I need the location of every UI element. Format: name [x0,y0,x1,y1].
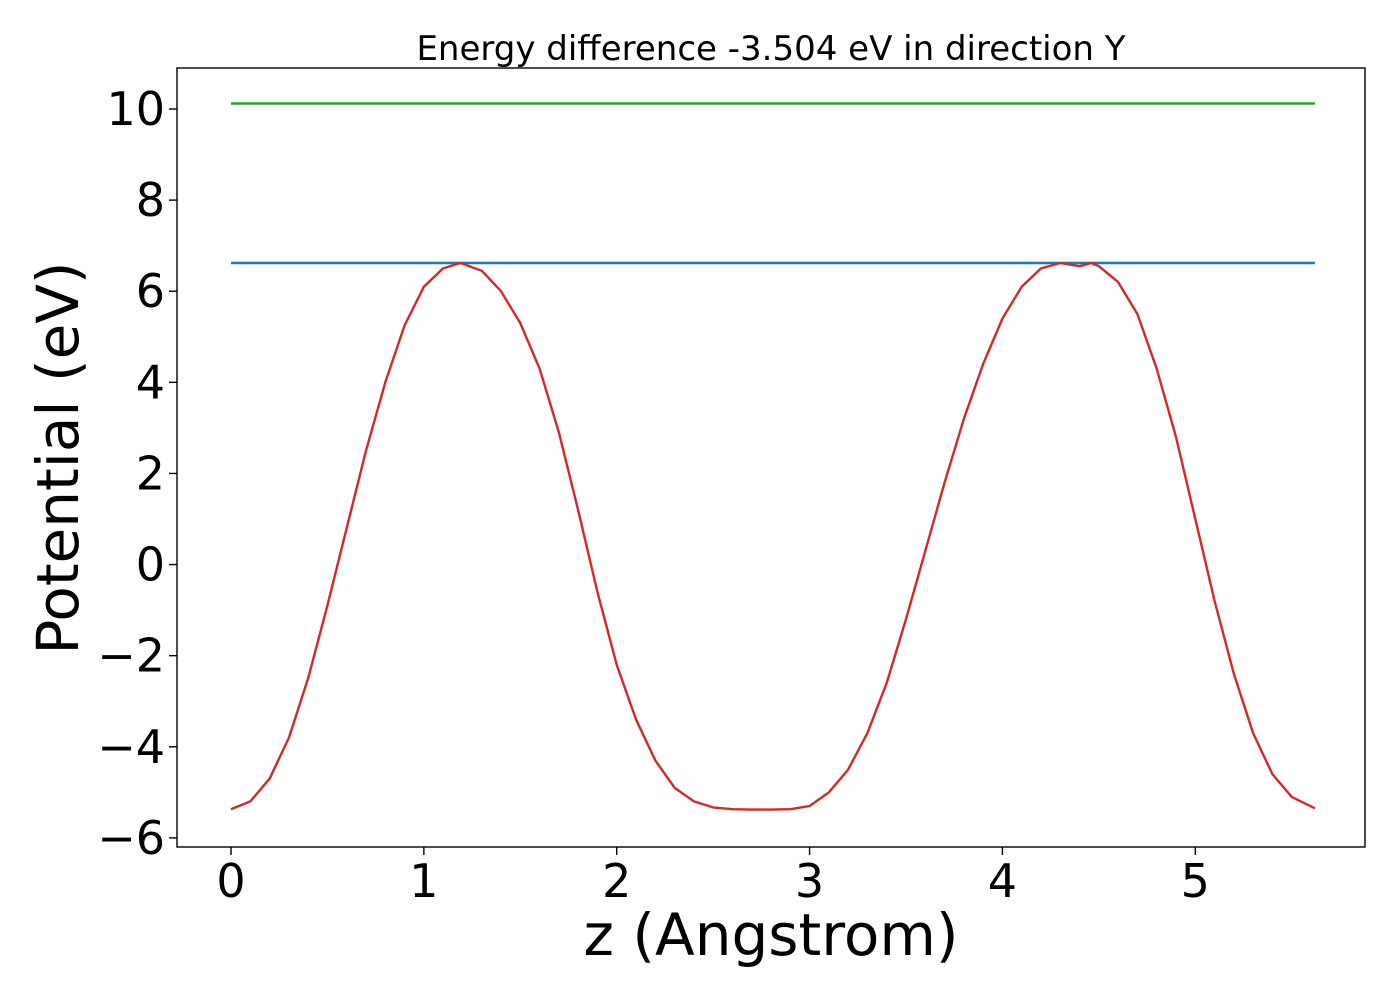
y-tick-label: 6 [136,264,165,318]
series-layer [230,102,1316,811]
y-axis: −6 −4 −2 0 2 4 6 8 10 [97,82,177,865]
y-tick-label: −4 [97,720,165,774]
y-tick-label: 2 [136,446,165,500]
x-tick-label: 0 [216,854,245,908]
x-axis: 0 1 2 3 4 5 [216,847,1210,908]
y-tick-label: 8 [136,173,165,227]
plot-frame [176,67,1366,848]
y-tick-label: −2 [97,629,165,683]
y-tick-label: −6 [97,811,165,865]
y-axis-label: Potential (eV) [24,261,92,654]
x-tick-label: 1 [409,854,438,908]
x-tick-label: 4 [988,854,1017,908]
x-axis-label: z (Angstrom) [584,901,959,969]
y-tick-label: 4 [136,355,165,409]
y-tick-label: 10 [106,82,165,136]
series-line-3 [230,261,1316,811]
x-tick-label: 2 [602,854,631,908]
x-tick-label: 3 [795,854,824,908]
chart-title: Energy difference -3.504 eV in direction… [416,29,1125,69]
x-tick-label: 5 [1181,854,1210,908]
y-tick-label: 0 [136,538,165,592]
